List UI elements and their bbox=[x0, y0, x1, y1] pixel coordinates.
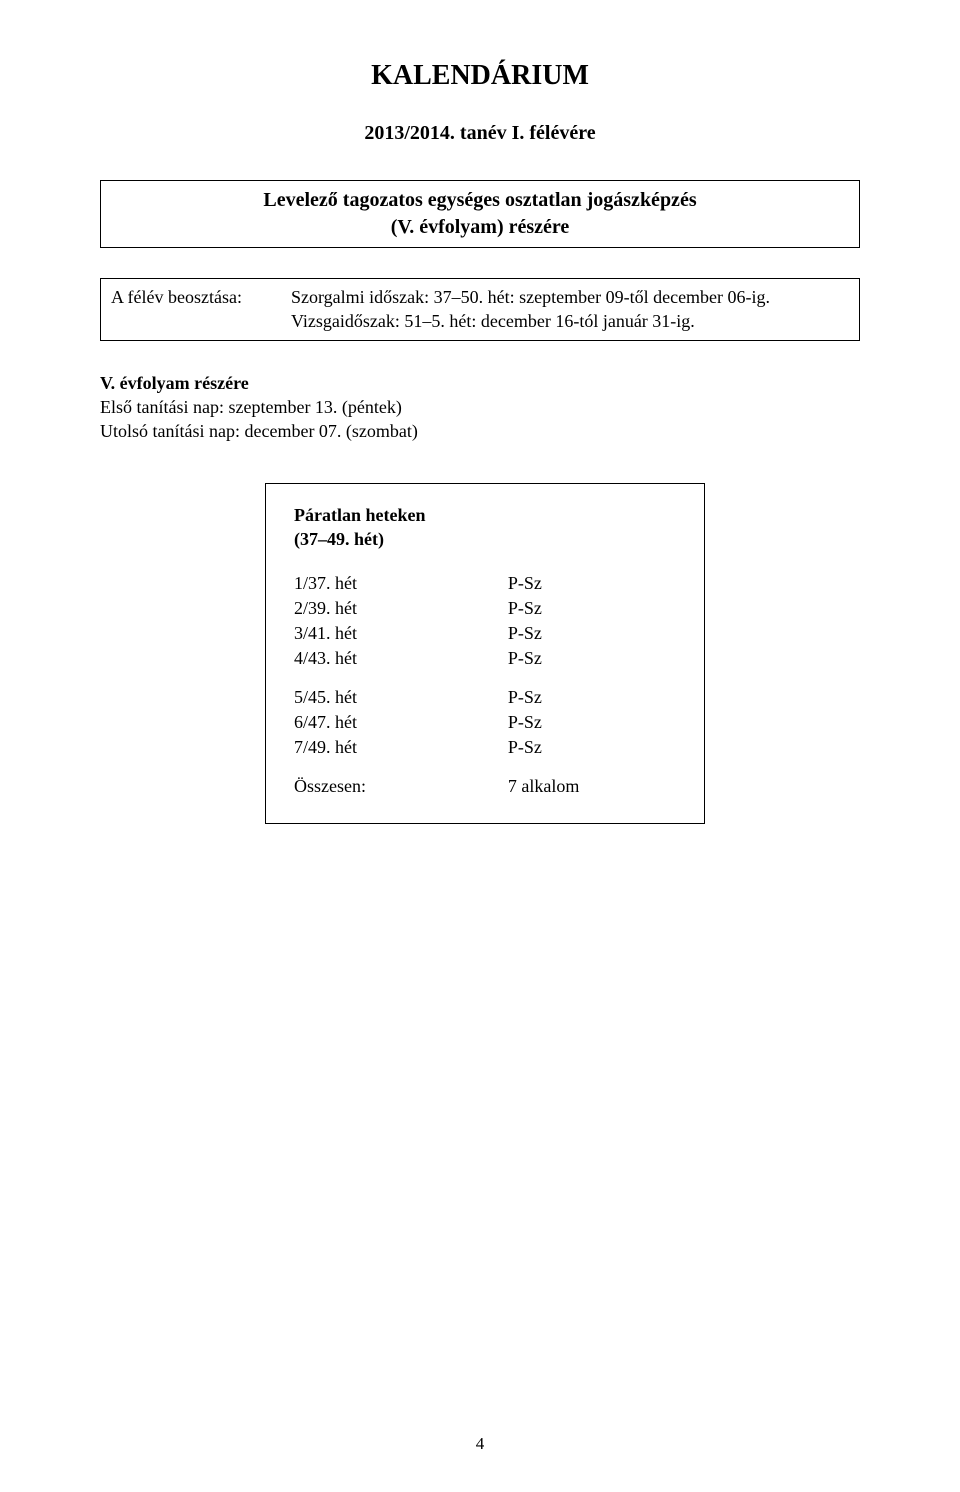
table-row: 7/49. hét P-Sz bbox=[294, 735, 676, 760]
main-title: KALENDÁRIUM bbox=[100, 60, 860, 92]
subject-line2: (V. évfolyam) részére bbox=[111, 214, 849, 241]
day-cell: P-Sz bbox=[508, 685, 676, 710]
table-row: 3/41. hét P-Sz bbox=[294, 621, 676, 646]
page-number: 4 bbox=[0, 1434, 960, 1454]
total-value: 7 alkalom bbox=[508, 774, 676, 799]
weeks-table: 1/37. hét P-Sz 2/39. hét P-Sz 3/41. hét … bbox=[294, 571, 676, 799]
schedule-line2: Vizsgaidőszak: 51–5. hét: december 16-tó… bbox=[291, 309, 849, 333]
semester-heading: V. évfolyam részére bbox=[100, 371, 860, 395]
semester-info: V. évfolyam részére Első tanítási nap: s… bbox=[100, 371, 860, 444]
weeks-heading: Páratlan heteken (37–49. hét) bbox=[294, 504, 676, 551]
table-row: 2/39. hét P-Sz bbox=[294, 596, 676, 621]
table-row: 5/45. hét P-Sz bbox=[294, 685, 676, 710]
schedule-box: A félév beosztása: Szorgalmi időszak: 37… bbox=[100, 278, 860, 341]
subject-box: Levelező tagozatos egységes osztatlan jo… bbox=[100, 180, 860, 248]
week-cell: 4/43. hét bbox=[294, 646, 508, 671]
spacer-row bbox=[294, 760, 676, 774]
week-cell: 1/37. hét bbox=[294, 571, 508, 596]
subtitle: 2013/2014. tanév I. félévére bbox=[100, 122, 860, 145]
spacer-row bbox=[294, 671, 676, 685]
schedule-label: A félév beosztása: bbox=[111, 285, 291, 334]
weeks-heading-line1: Páratlan heteken bbox=[294, 504, 676, 527]
schedule-line1: Szorgalmi időszak: 37–50. hét: szeptembe… bbox=[291, 285, 849, 309]
week-cell: 5/45. hét bbox=[294, 685, 508, 710]
subject-line1: Levelező tagozatos egységes osztatlan jo… bbox=[111, 187, 849, 214]
day-cell: P-Sz bbox=[508, 571, 676, 596]
total-label: Összesen: bbox=[294, 774, 508, 799]
weeks-heading-line2: (37–49. hét) bbox=[294, 528, 676, 551]
day-cell: P-Sz bbox=[508, 621, 676, 646]
week-cell: 6/47. hét bbox=[294, 710, 508, 735]
table-row: 6/47. hét P-Sz bbox=[294, 710, 676, 735]
week-cell: 2/39. hét bbox=[294, 596, 508, 621]
week-cell: 7/49. hét bbox=[294, 735, 508, 760]
day-cell: P-Sz bbox=[508, 596, 676, 621]
day-cell: P-Sz bbox=[508, 710, 676, 735]
table-row: 1/37. hét P-Sz bbox=[294, 571, 676, 596]
semester-line2: Utolsó tanítási nap: december 07. (szomb… bbox=[100, 419, 860, 443]
day-cell: P-Sz bbox=[508, 735, 676, 760]
table-row: 4/43. hét P-Sz bbox=[294, 646, 676, 671]
week-cell: 3/41. hét bbox=[294, 621, 508, 646]
day-cell: P-Sz bbox=[508, 646, 676, 671]
weeks-box: Páratlan heteken (37–49. hét) 1/37. hét … bbox=[265, 483, 705, 824]
semester-line1: Első tanítási nap: szeptember 13. (pénte… bbox=[100, 395, 860, 419]
total-row: Összesen: 7 alkalom bbox=[294, 774, 676, 799]
